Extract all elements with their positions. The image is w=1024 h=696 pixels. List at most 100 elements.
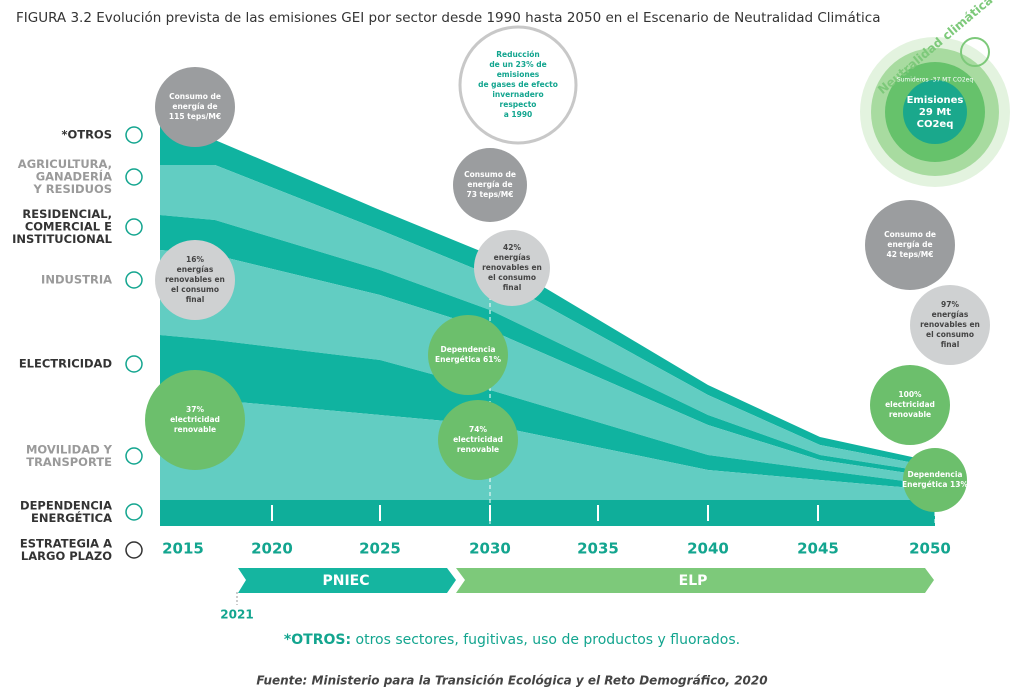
info-bubble bbox=[145, 370, 245, 470]
info-bubble bbox=[155, 240, 235, 320]
bubble-text: de gases de efecto bbox=[478, 80, 558, 89]
info-bubble bbox=[910, 285, 990, 365]
sector-icon bbox=[125, 168, 143, 186]
bubble-text: energía de bbox=[172, 102, 217, 111]
bubble-text: renovables en bbox=[165, 275, 225, 284]
bubble-text: Reducción bbox=[496, 50, 540, 59]
bubble-text: el consumo bbox=[488, 273, 536, 282]
bubble-text: renovable bbox=[889, 410, 931, 419]
bubble-text: 37% bbox=[186, 405, 204, 414]
sector-label: INDUSTRIA bbox=[41, 273, 112, 287]
sector-label: MOVILIDAD Y bbox=[26, 442, 113, 456]
bubble-text: energía de bbox=[467, 180, 512, 189]
bubble-text: renovable bbox=[457, 445, 499, 454]
globe-text: Emisiones bbox=[907, 95, 964, 106]
bubble-text: el consumo bbox=[171, 285, 219, 294]
start-year: 2021 bbox=[220, 608, 253, 622]
bubble-text: 97% bbox=[941, 300, 959, 309]
sector-area bbox=[160, 385, 935, 500]
bubble-text: a 1990 bbox=[504, 110, 533, 119]
sector-area bbox=[160, 125, 935, 467]
bubble-text: Consumo de bbox=[169, 92, 221, 101]
sector-label: TRANSPORTE bbox=[26, 455, 112, 469]
info-bubble bbox=[438, 400, 518, 480]
sector-label: RESIDENCIAL, bbox=[22, 207, 112, 221]
bubble-text: 16% bbox=[186, 255, 204, 264]
sector-label: INSTITUCIONAL bbox=[12, 232, 113, 246]
sector-area bbox=[160, 215, 935, 477]
info-bubble bbox=[453, 148, 527, 222]
year-label: 2045 bbox=[797, 540, 839, 558]
dependency-band bbox=[160, 500, 935, 526]
globe-text: CO2eq bbox=[917, 119, 954, 130]
globe-core bbox=[903, 80, 967, 144]
bubble-text: Consumo de bbox=[464, 170, 516, 179]
sector-label: GANADERÍA bbox=[36, 169, 112, 184]
sun-icon bbox=[960, 37, 990, 67]
sector-icon bbox=[125, 218, 143, 236]
sector-icon bbox=[125, 447, 143, 465]
bubble-text: emisiones bbox=[497, 70, 540, 79]
bubble-text: energías bbox=[494, 253, 531, 262]
globe-sinks: Sumideros -37 MT CO2eq bbox=[897, 77, 974, 84]
bubble-text: invernadero bbox=[492, 90, 543, 99]
sector-area bbox=[160, 250, 935, 485]
bubble-text: final bbox=[941, 340, 960, 349]
elp-arrow bbox=[456, 568, 934, 593]
sector-icon bbox=[125, 503, 143, 521]
bubble-text: 73 teps/M€ bbox=[467, 190, 514, 199]
title: FIGURA 3.2 Evolución prevista de las emi… bbox=[16, 10, 880, 26]
info-bubble bbox=[474, 230, 550, 306]
bubble-text: Consumo de bbox=[884, 230, 936, 239]
sector-icon bbox=[125, 126, 143, 144]
bubble-text: energía de bbox=[887, 240, 932, 249]
sector-label: *OTROS bbox=[61, 128, 112, 142]
sector-label: ENERGÉTICA bbox=[31, 510, 112, 525]
bubble-text: 42 teps/M€ bbox=[887, 250, 934, 259]
bubble-text: electricidad bbox=[453, 435, 503, 444]
phase-label: PNIEC bbox=[322, 573, 369, 589]
footnote-term: *OTROS: bbox=[284, 632, 351, 648]
year-label: 2025 bbox=[359, 540, 401, 558]
bubble-text: de un 23% de bbox=[489, 60, 546, 69]
sector-icon bbox=[125, 355, 143, 373]
bubble-text: final bbox=[503, 283, 522, 292]
info-bubble bbox=[865, 200, 955, 290]
emission-areas bbox=[160, 125, 935, 500]
bubble-text: final bbox=[186, 295, 205, 304]
sector-label: Y RESIDUOS bbox=[32, 182, 112, 196]
sector-label: LARGO PLAZO bbox=[21, 549, 112, 563]
bubble-text: energías bbox=[177, 265, 214, 274]
bubble-text: 42% bbox=[503, 243, 521, 252]
sector-label: ESTRATEGIA A bbox=[20, 536, 112, 550]
info-bubble bbox=[903, 448, 967, 512]
info-bubble bbox=[458, 25, 578, 145]
bubble-text: Dependencia bbox=[908, 470, 963, 479]
bubble-text: 100% bbox=[898, 390, 922, 399]
year-label: 2015 bbox=[162, 540, 204, 558]
sector-icon bbox=[125, 271, 143, 289]
sector-area bbox=[160, 165, 935, 473]
info-bubble bbox=[870, 365, 950, 445]
bubble-text: 74% bbox=[469, 425, 487, 434]
year-label: 2035 bbox=[577, 540, 619, 558]
bubble-text: renovables en bbox=[920, 320, 980, 329]
year-label: 2050 bbox=[909, 540, 951, 558]
footnote-text: otros sectores, fugitivas, uso de produc… bbox=[356, 632, 741, 648]
bubble-text: electricidad bbox=[885, 400, 935, 409]
sector-label: ELECTRICIDAD bbox=[19, 357, 112, 371]
sector-label: DEPENDENCIA bbox=[20, 498, 112, 512]
bubble-text: renovable bbox=[174, 425, 216, 434]
bubble-text: energías bbox=[932, 310, 969, 319]
info-bubble bbox=[428, 315, 508, 395]
sector-area bbox=[160, 335, 935, 490]
year-label: 2030 bbox=[469, 540, 511, 558]
bubble-text: respecto bbox=[500, 100, 537, 109]
phase-label: ELP bbox=[679, 573, 708, 589]
globe-text: 29 Mt bbox=[919, 107, 951, 118]
pniec-arrow bbox=[238, 568, 456, 593]
year-label: 2020 bbox=[251, 540, 293, 558]
bubble-text: el consumo bbox=[926, 330, 974, 339]
